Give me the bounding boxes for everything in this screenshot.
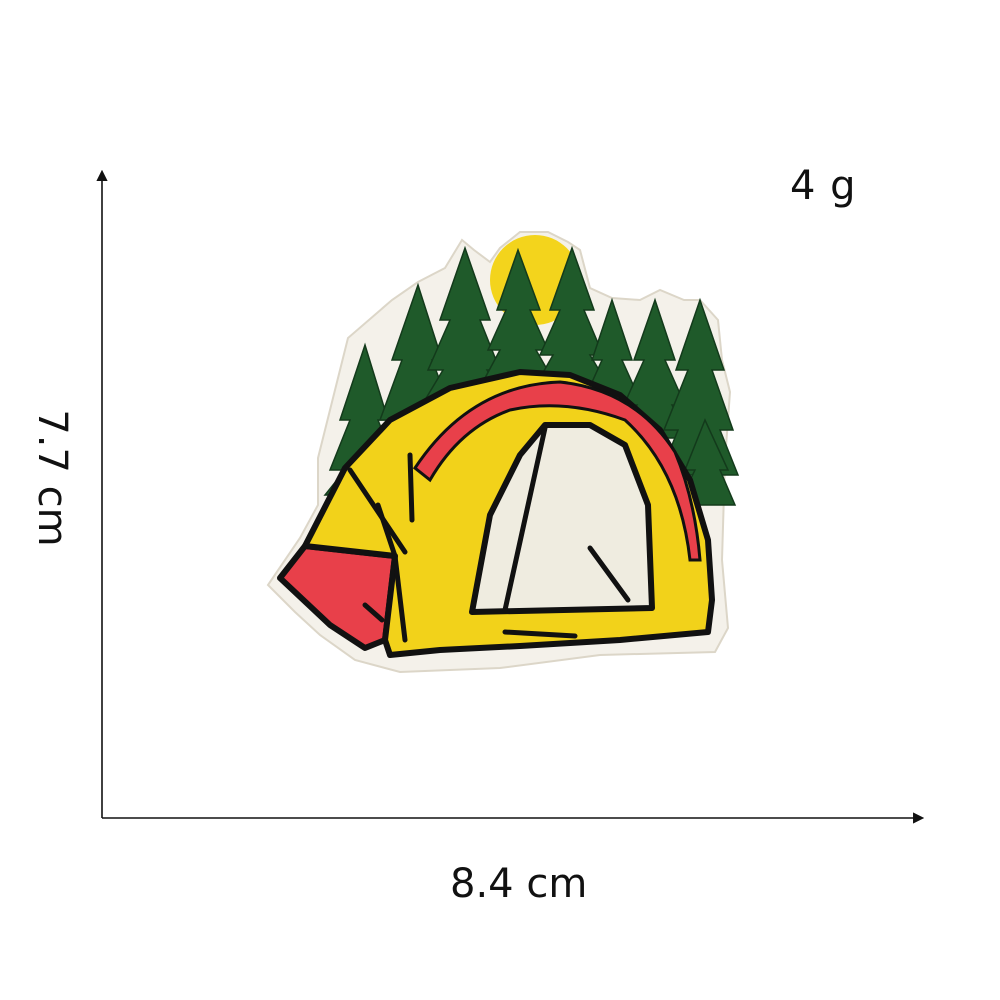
- weight-label: 4 g: [790, 163, 857, 209]
- tent-rainfly-stripe: [412, 380, 702, 562]
- height-dimension-label: 7.7 cm: [29, 409, 75, 547]
- width-dimension-label: 8.4 cm: [450, 861, 588, 907]
- camping-tent-patch-icon: [266, 231, 740, 674]
- tent-details: [302, 425, 631, 643]
- tent-side-red: [277, 543, 398, 651]
